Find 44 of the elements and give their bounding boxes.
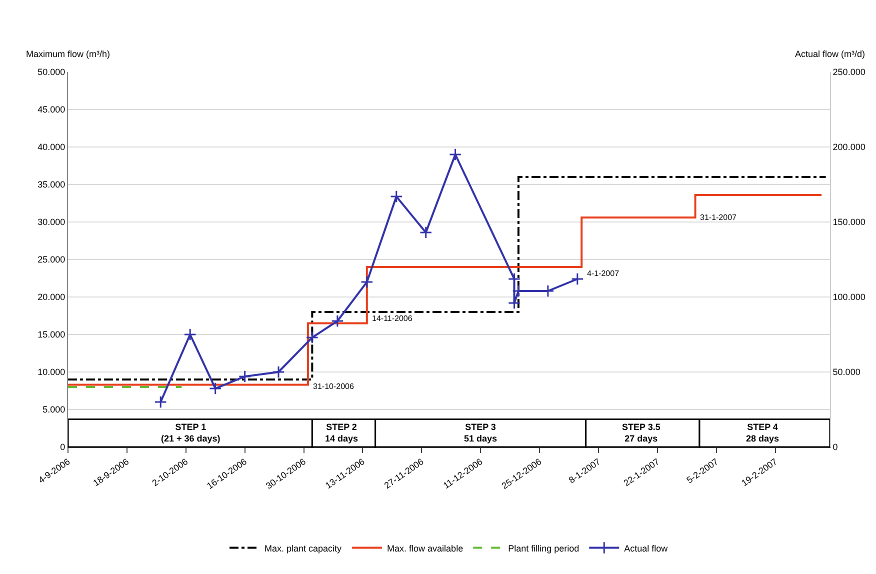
y-tick-label: 25.000 xyxy=(38,254,66,265)
y2-tick-label: 100.000 xyxy=(832,292,866,302)
annotation: 14-11-2006 xyxy=(372,314,413,323)
annotation: 31-10-2006 xyxy=(313,382,354,391)
point xyxy=(390,190,403,203)
y-tick-label: 20.000 xyxy=(38,292,66,302)
band-label: STEP 3.5 27 days xyxy=(622,422,660,444)
y-tick-label: 30.000 xyxy=(38,217,66,228)
y2-tick-label: 0 xyxy=(832,442,838,452)
y-tick-label: 35.000 xyxy=(38,180,66,190)
point xyxy=(272,366,285,378)
y-tick-label: 15.000 xyxy=(38,330,66,340)
point xyxy=(306,331,319,344)
band-label: STEP 3 51 days xyxy=(464,422,498,444)
point xyxy=(360,276,374,288)
legend-label: Max. plant capacity xyxy=(264,543,342,554)
point xyxy=(420,226,432,239)
band-label: STEP 4 28 days xyxy=(746,422,780,444)
point xyxy=(209,382,222,395)
y-tick-label: 5.000 xyxy=(42,404,66,415)
y-tick-label: 10.000 xyxy=(38,367,66,378)
point xyxy=(571,272,584,286)
point xyxy=(184,328,196,341)
y2-tick-label: 200.000 xyxy=(832,142,866,152)
annotation: 31-1-2007 xyxy=(700,213,738,222)
point xyxy=(448,148,462,161)
legend-label: Actual flow xyxy=(624,543,668,554)
annotation: 4-1-2007 xyxy=(587,269,620,278)
band-label: STEP 1 (21 + 36 days) xyxy=(161,422,220,444)
y2-tick-label: 250.000 xyxy=(832,67,866,78)
legend-label: Max. flow available xyxy=(387,543,464,554)
y2-tick-label: 50.000 xyxy=(832,367,860,378)
y-axis-title: Maximum flow (m³/h) xyxy=(26,49,110,59)
legend-label: Plant filling period xyxy=(508,543,580,554)
y-tick-label: 40.000 xyxy=(38,142,66,152)
y2-tick-label: 150.000 xyxy=(832,217,866,228)
y-tick-label: 0 xyxy=(60,442,66,452)
point xyxy=(331,314,344,328)
point xyxy=(238,370,252,383)
point xyxy=(154,396,167,408)
y-tick-label: 50.000 xyxy=(38,67,66,78)
band-label: STEP 2 14 days xyxy=(325,422,358,444)
y2-axis-title: Actual flow (m³/d) xyxy=(795,49,866,59)
y-tick-label: 45.000 xyxy=(38,104,66,115)
